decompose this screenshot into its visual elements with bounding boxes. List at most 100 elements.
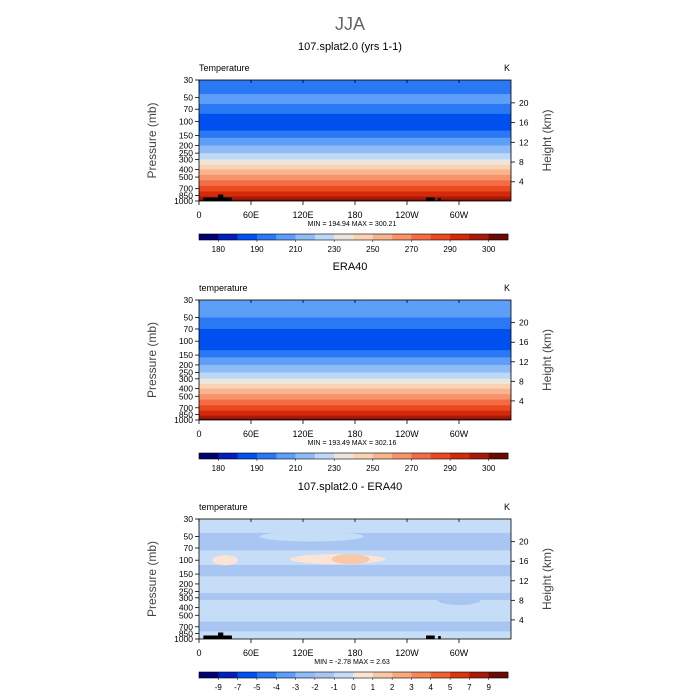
colorbar-label: 270 (405, 464, 419, 473)
y-tick-label: 100 (179, 555, 193, 565)
colorbar-label: 2 (390, 683, 395, 692)
y-tick-label: 30 (184, 514, 194, 524)
units-label: K (504, 63, 510, 73)
y2-tick-label: 4 (519, 396, 524, 406)
colorbar-label: 290 (443, 464, 457, 473)
y2-tick-label: 20 (519, 318, 529, 328)
y-tick-label: 70 (184, 543, 194, 553)
colorbar-swatch (353, 453, 374, 459)
colorbar-label: 290 (443, 245, 457, 254)
x-tick-label: 60E (243, 210, 259, 220)
colorbar-swatch (450, 234, 470, 240)
colorbar-swatch (469, 453, 489, 459)
y-tick-label: 150 (179, 350, 193, 360)
colorbar-label: 300 (482, 245, 496, 254)
y2-tick-label: 4 (519, 177, 524, 187)
y2-axis-title: Height (km) (540, 548, 554, 610)
contour-band (199, 93, 511, 105)
contour-band (199, 328, 511, 344)
x-tick-label: 180 (347, 429, 362, 439)
colorbar-swatch (488, 453, 509, 459)
y2-tick-label: 8 (519, 595, 524, 605)
colorbar-swatch (353, 234, 374, 240)
colorbar-label: 3 (409, 683, 414, 692)
panel-1: 107.splat2.0 (yrs 1-1) Temperature K 0 60E 12… (145, 41, 554, 254)
colorbar-label: 250 (366, 464, 380, 473)
colorbar-swatch (334, 672, 354, 678)
panel-2: ERA40 temperature K 0 60E 120E 180 120W 60W 30 50 7… (145, 261, 554, 473)
colorbar-swatch (314, 672, 335, 678)
colorbar-label: 4 (429, 683, 434, 692)
y-tick-label: 70 (184, 104, 194, 114)
colorbar-swatch (218, 453, 238, 459)
colorbar-swatch (411, 453, 432, 459)
panel-title: 107.splat2.0 - ERA40 (298, 481, 403, 493)
contour-band (199, 600, 511, 623)
contour-band (199, 631, 511, 639)
colorbar-label: -9 (215, 683, 223, 692)
plot-area (199, 300, 511, 420)
colorbar-swatch (256, 234, 277, 240)
x-tick-label: 60W (450, 648, 469, 658)
figure-title: JJA (335, 14, 365, 34)
colorbar-label: 0 (351, 683, 356, 692)
colorbar-label: -4 (273, 683, 281, 692)
variable-label: temperature (199, 283, 248, 293)
contour-band (199, 576, 511, 594)
contour-band (199, 405, 511, 412)
variable-label: temperature (199, 502, 248, 512)
colorbar-label: 210 (289, 245, 303, 254)
colorbar-swatch (334, 234, 354, 240)
colorbar-swatch (450, 453, 470, 459)
colorbar-swatch (392, 453, 412, 459)
anomaly-region (212, 555, 238, 566)
y2-tick-label: 16 (519, 118, 529, 128)
y-tick-label: 30 (184, 295, 194, 305)
y-tick-label: 400 (179, 384, 193, 394)
colorbar-swatch (372, 234, 393, 240)
x-tick-label: 60W (450, 429, 469, 439)
y-tick-label: 150 (179, 131, 193, 141)
contour-band (199, 80, 511, 95)
topography (203, 635, 232, 639)
y-tick-label: 700 (179, 622, 193, 632)
colorbar-swatch (295, 453, 316, 459)
contour-band (199, 137, 511, 147)
x-tick-label: 120E (292, 210, 313, 220)
contour-band (199, 159, 511, 166)
colorbar-swatch (237, 234, 258, 240)
colorbar-label: -1 (331, 683, 339, 692)
colorbar-swatch (295, 234, 316, 240)
y-tick-label: 250 (179, 148, 193, 158)
y-tick-label: 850 (179, 190, 193, 200)
stats-label: MIN = 194.94 MAX = 300.21 (308, 221, 397, 228)
colorbar-label: 180 (212, 245, 226, 254)
x-tick-label: 120W (395, 429, 419, 439)
colorbar-swatch (372, 453, 393, 459)
colorbar-label: 180 (212, 464, 226, 473)
colorbar-swatch (199, 453, 219, 459)
y-tick-label: 50 (184, 93, 194, 103)
colorbar-swatch (237, 453, 258, 459)
contour-band (199, 103, 511, 115)
colorbar-swatch (430, 234, 451, 240)
panel-title: 107.splat2.0 (yrs 1-1) (298, 41, 402, 53)
contour-band (199, 372, 511, 380)
anomaly-region (437, 595, 481, 606)
y-tick-label: 200 (179, 140, 193, 150)
colorbar-swatch (430, 672, 451, 678)
colorbar-label: 230 (328, 464, 342, 473)
y-axis-title: Pressure (mb) (145, 541, 159, 617)
colorbar-swatch (392, 234, 412, 240)
colorbar-label: -7 (234, 683, 242, 692)
y2-tick-label: 12 (519, 357, 529, 367)
y-tick-label: 700 (179, 184, 193, 194)
topography (218, 632, 224, 639)
colorbar-frame (198, 233, 509, 241)
stats-label: MIN = 193.49 MAX = 302.16 (308, 440, 397, 447)
contour-band (199, 415, 511, 420)
colorbar-swatch (256, 453, 277, 459)
x-tick-label: 0 (196, 210, 201, 220)
y-tick-label: 1000 (174, 196, 193, 206)
